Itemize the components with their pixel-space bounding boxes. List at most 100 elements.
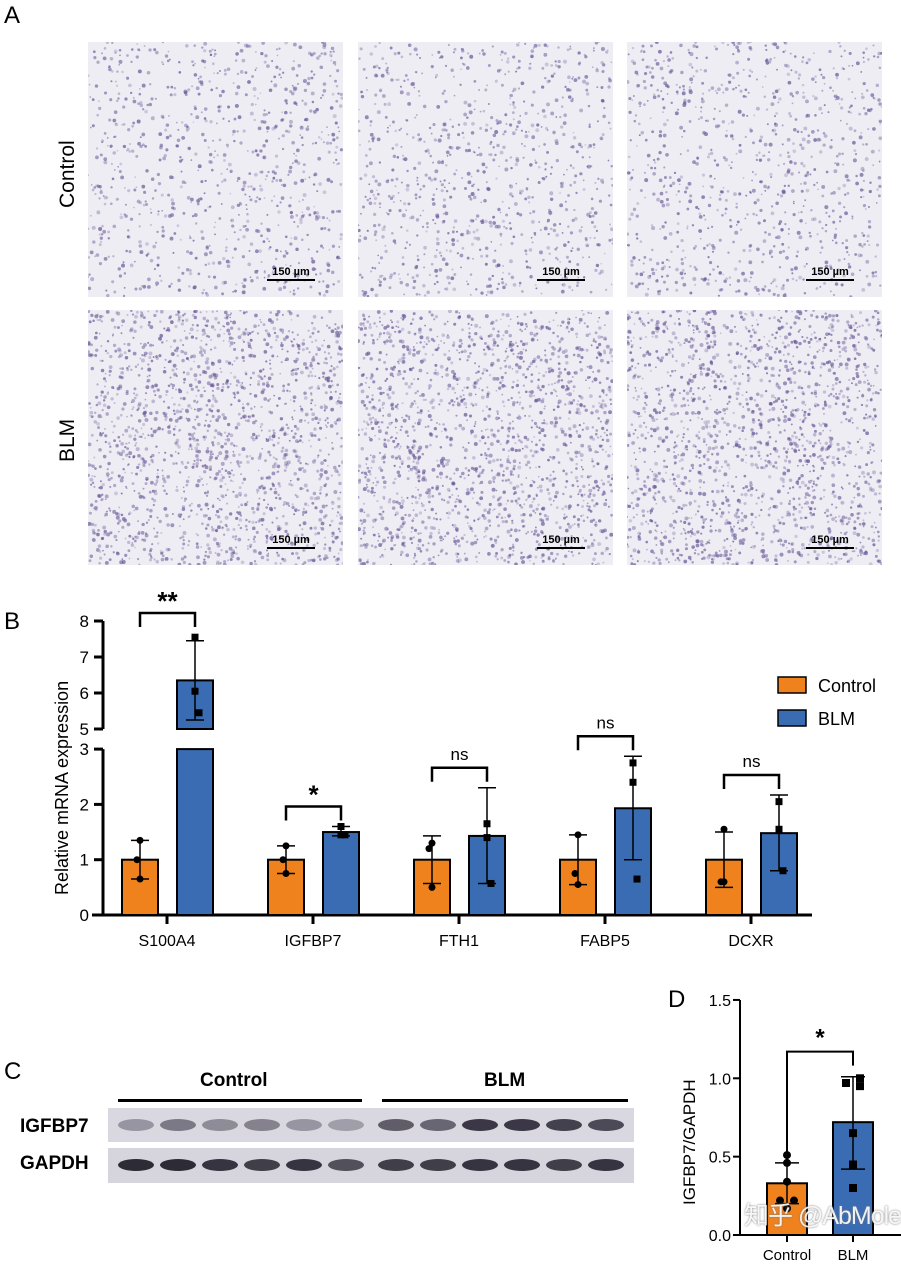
y-tick-label: 3 <box>80 740 89 759</box>
data-point <box>191 687 199 695</box>
data-point <box>783 1151 791 1160</box>
significance-bracket <box>786 1050 854 1152</box>
igfbp7-band <box>328 1119 364 1131</box>
data-point <box>428 839 436 847</box>
significance-label: ns <box>451 745 469 764</box>
significance-label: ns <box>597 713 615 732</box>
scale-bar-label: 150 µm <box>811 266 849 278</box>
y-tick-label: 1.0 <box>709 1071 731 1088</box>
significance-bracket <box>722 773 781 789</box>
panel-label-b: B <box>4 608 21 635</box>
y-tick-label: 8 <box>80 612 89 631</box>
data-point <box>629 759 637 767</box>
scale-bar-line <box>537 279 585 281</box>
y-tick-label: 0 <box>80 906 89 925</box>
data-point <box>428 883 436 891</box>
significance-bracket <box>576 735 635 751</box>
histology-image: 150 µm <box>627 42 882 297</box>
panel-label-a: A <box>4 2 21 29</box>
data-point <box>720 825 728 833</box>
bar-blm <box>322 831 360 916</box>
significance-bracket <box>284 805 343 821</box>
data-point <box>775 825 783 833</box>
igfbp7-gapdh-chart: 0.0 0.5 1.0 1.5 IGFBP7/GAPDH Control BLM * <box>680 993 901 1264</box>
scale-bar: 150 µm <box>537 534 585 549</box>
scale-bar-label: 150 µm <box>542 266 580 278</box>
gapdh-band <box>546 1159 582 1171</box>
legend-label-control: Control <box>818 676 876 696</box>
data-point <box>790 1196 798 1205</box>
data-point <box>337 831 345 839</box>
gapdh-band <box>286 1159 322 1171</box>
significance-label: ** <box>157 590 178 616</box>
y-tick-label: 1.5 <box>709 993 731 1010</box>
igfbp7-band <box>378 1119 414 1131</box>
significance-label: ns <box>743 752 761 771</box>
data-point <box>849 1160 857 1169</box>
blot-row-gapdh: GAPDH <box>20 1153 89 1174</box>
scale-bar-line <box>267 547 315 549</box>
data-point <box>783 1177 791 1186</box>
blm-group-line <box>382 1099 628 1102</box>
x-tick-label: S100A4 <box>139 933 196 950</box>
igfbp7-band <box>504 1119 540 1131</box>
x-tick-label: IGFBP7 <box>285 933 342 950</box>
significance-label: * <box>308 780 319 810</box>
y-axis-label: Relative mRNA expression <box>52 681 72 895</box>
data-point <box>133 856 141 864</box>
data-point <box>783 1204 791 1213</box>
gapdh-band <box>118 1159 154 1171</box>
data-point <box>571 870 579 878</box>
scale-bar-line <box>267 279 315 281</box>
y-tick-label: 5 <box>80 720 89 739</box>
data-point <box>633 875 641 883</box>
data-point <box>282 842 290 850</box>
data-point <box>136 875 144 883</box>
histology-image: 150 µm <box>88 310 343 565</box>
gapdh-band <box>462 1159 498 1171</box>
igfbp7-band <box>244 1119 280 1131</box>
x-tick-label: DCXR <box>728 933 773 950</box>
scale-bar-line <box>806 547 854 549</box>
scale-bar-line <box>537 547 585 549</box>
gapdh-band <box>588 1159 624 1171</box>
scale-bar-label: 150 µm <box>542 534 580 546</box>
data-point <box>856 1074 864 1083</box>
scale-bar: 150 µm <box>806 266 854 281</box>
y-tick-label: 1 <box>80 851 89 870</box>
significance-bracket <box>138 611 197 627</box>
row-label-control: Control <box>56 140 79 208</box>
igfbp7-band <box>462 1119 498 1131</box>
legend-label-blm: BLM <box>818 709 855 729</box>
scale-bar: 150 µm <box>537 266 585 281</box>
bar-blm <box>176 748 214 916</box>
data-point <box>629 778 637 786</box>
data-point <box>779 867 787 875</box>
data-point <box>425 845 433 853</box>
igfbp7-band <box>420 1119 456 1131</box>
blot-group-blm: BLM <box>484 1070 526 1091</box>
scale-bar-label: 150 µm <box>811 534 849 546</box>
igfbp7-band <box>588 1119 624 1131</box>
y-tick-label: 7 <box>80 648 89 667</box>
igfbp7-band <box>118 1119 154 1131</box>
histology-image: 150 µm <box>627 310 882 565</box>
scale-bar-label: 150 µm <box>272 266 310 278</box>
data-point <box>776 1196 784 1205</box>
x-tick-label: BLM <box>838 1247 869 1264</box>
data-point <box>483 820 491 828</box>
data-point <box>483 834 491 842</box>
scale-bar-line <box>806 279 854 281</box>
scale-bar: 150 µm <box>267 266 315 281</box>
gapdh-band <box>378 1159 414 1171</box>
data-point <box>337 823 345 831</box>
row-label-blm: BLM <box>56 418 79 462</box>
data-point <box>195 709 203 717</box>
legend-swatch-blm <box>777 709 807 727</box>
igfbp7-band <box>546 1119 582 1131</box>
panel-label-c: C <box>4 1058 22 1085</box>
igfbp7-band <box>160 1119 196 1131</box>
scale-bar: 150 µm <box>806 534 854 549</box>
histology-image: 150 µm <box>88 42 343 297</box>
